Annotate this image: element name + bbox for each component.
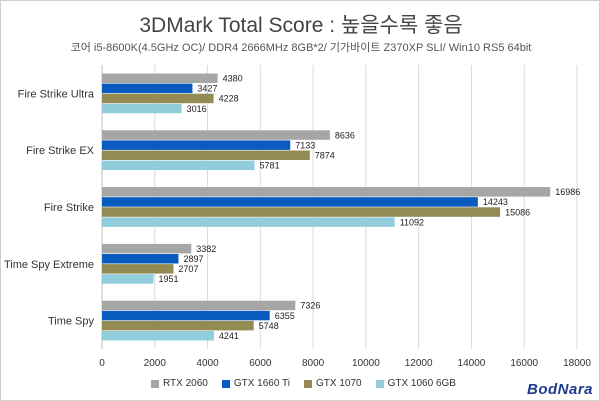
legend-swatch (151, 379, 159, 388)
x-tick-label: 10000 (352, 358, 380, 369)
bar (102, 150, 310, 160)
chart-subtitle: 코어 i5-8600K(4.5GHz OC)/ DDR4 2666MHz 8GB… (70, 42, 532, 54)
category-labels: Fire Strike Ultra Fire Strike EX Fire Stri… (4, 88, 95, 327)
legend-label: RTX 2060 (163, 378, 208, 389)
data-label: 2897 (183, 254, 203, 264)
bar (102, 197, 478, 207)
x-tick-label: 2000 (144, 358, 167, 369)
bar (102, 83, 193, 94)
data-label: 3427 (197, 84, 217, 94)
data-label: 11092 (400, 217, 424, 227)
data-label: 6355 (275, 311, 295, 321)
x-tick-label: 8000 (302, 358, 325, 369)
data-label: 1951 (158, 274, 178, 284)
data-label: 8636 (335, 130, 355, 140)
x-tick-labels: 0 2000 4000 6000 8000 10000 12000 14000 16000 180… (99, 358, 591, 369)
bar (102, 93, 214, 104)
data-label: 4228 (219, 94, 239, 104)
watermark-logo: BodNara (526, 381, 593, 398)
data-label: 15086 (505, 207, 530, 217)
data-label: 3382 (196, 244, 216, 254)
bar-group (102, 73, 551, 341)
legend-label: GTX 1070 (315, 378, 362, 389)
x-tick-label: 16000 (510, 358, 538, 369)
data-label: 2707 (178, 264, 198, 274)
data-label: 7326 (300, 301, 320, 311)
bar (102, 331, 214, 341)
bar (102, 264, 174, 274)
legend-swatch (375, 379, 384, 388)
data-label: 5781 (260, 161, 280, 171)
bar (102, 217, 395, 227)
bar (102, 160, 255, 171)
category-label: Time Spy (48, 316, 95, 328)
bar (102, 140, 291, 150)
category-label: Time Spy Extreme (4, 259, 94, 271)
x-tick-label: 14000 (458, 358, 486, 369)
bar (102, 187, 551, 197)
bar (102, 207, 501, 217)
legend-swatch (221, 379, 230, 388)
data-label: 7874 (315, 151, 335, 161)
bar (102, 103, 182, 114)
bar (102, 73, 218, 83)
data-label: 5748 (259, 321, 279, 331)
bar (102, 310, 270, 321)
legend: RTX 2060 GTX 1660 Ti GTX 1070 GTX 1060 6… (151, 378, 551, 389)
bar (102, 243, 192, 254)
legend-label: GTX 1660 Ti (233, 378, 290, 389)
legend-swatch (303, 379, 312, 388)
x-tick-label: 18000 (563, 358, 591, 369)
bar (102, 274, 154, 284)
bar (102, 320, 254, 331)
legend-item-gtx-1060-6gb: GTX 1060 6GB (375, 378, 456, 389)
chart-title: 3DMark Total Score : 높을수록 좋음 (139, 14, 463, 37)
legend-label: GTX 1060 6GB (387, 378, 456, 389)
category-label: Fire Strike (44, 202, 94, 214)
data-label: 14243 (483, 197, 508, 207)
x-tick-label: 4000 (196, 358, 219, 369)
category-label: Fire Strike EX (26, 145, 95, 157)
data-label: 4241 (219, 331, 239, 341)
data-label: 3016 (187, 104, 207, 114)
x-tick-label: 12000 (405, 358, 433, 369)
legend-item-gtx-1660-ti: GTX 1660 Ti (221, 378, 290, 389)
x-tick-label: 6000 (249, 358, 272, 369)
data-label: 16986 (555, 187, 580, 197)
data-label: 4380 (223, 74, 243, 84)
legend-item-rtx-2060: RTX 2060 (151, 378, 208, 389)
data-label: 7133 (295, 140, 315, 150)
x-tick-label: 0 (99, 358, 105, 369)
category-label: Fire Strike Ultra (18, 88, 95, 100)
bar (102, 300, 296, 311)
legend-item-gtx-1070: GTX 1070 (303, 378, 362, 389)
bar (102, 130, 330, 140)
bar (102, 254, 179, 264)
